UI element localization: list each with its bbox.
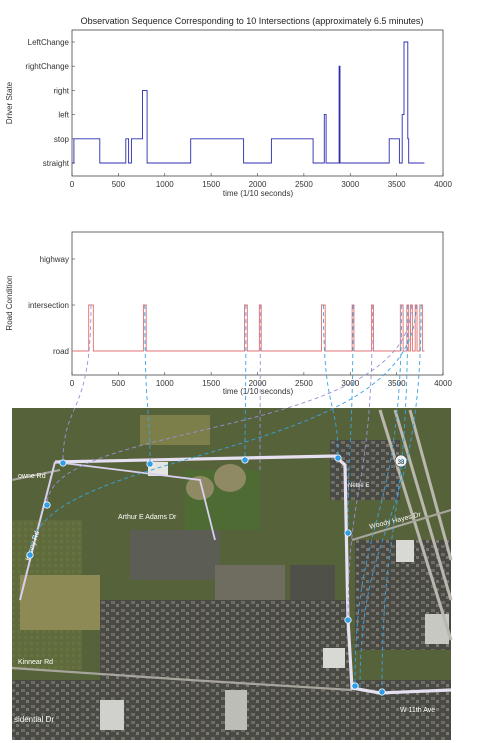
plot-frame [71, 231, 444, 376]
driver-state-chart: Observation Sequence Corresponding to 10… [5, 16, 452, 198]
street-label: Nettie E [348, 483, 369, 489]
connector-line [46, 304, 412, 506]
street-label: sidential Dr [14, 715, 54, 724]
x-tick-label: 0 [70, 180, 75, 189]
x-tick-label: 3000 [341, 379, 359, 388]
road [11, 666, 353, 692]
buildings [330, 440, 400, 500]
x-axis-label: time (1/10 seconds) [223, 189, 294, 198]
y-axis-label: Driver State [5, 81, 14, 124]
x-tick-labels: 0 500 1000 1500 2000 2500 3000 3500 4000 [70, 180, 453, 189]
y-tick-label: road [53, 347, 69, 356]
x-tick-label: 1000 [156, 180, 174, 189]
x-tick-labels: 0 500 1000 1500 2000 2500 3000 3500 4000 [70, 379, 453, 388]
farm-field [140, 415, 210, 445]
highway [378, 409, 453, 641]
aerial-map: 33 owne Rd Arthur E Adams Dr Kenny Rd Ki… [11, 408, 453, 740]
x-tick-label: 2000 [249, 180, 267, 189]
route-curve [54, 461, 216, 541]
street-label: owne Rd [18, 473, 46, 480]
y-tick-label: rightChange [25, 62, 69, 71]
highway-shield-label: 33 [398, 460, 405, 466]
y-tick-label: highway [40, 255, 69, 264]
building [323, 648, 345, 668]
connector-line [144, 304, 151, 465]
x-axis-label: time (1/10 seconds) [223, 387, 294, 396]
connector-line [244, 304, 247, 461]
y-tick-label: stop [54, 135, 70, 144]
connector-line [62, 304, 92, 464]
connector-line [381, 304, 409, 693]
x-tick-label: 3500 [388, 379, 406, 388]
x-tick-label: 3000 [341, 180, 359, 189]
connector-line [359, 304, 422, 691]
location-marker [26, 551, 34, 559]
intersection-connectors [29, 304, 422, 693]
building [396, 540, 414, 562]
connector-line [347, 304, 354, 534]
street-label: W 11th Ave [400, 707, 435, 714]
x-tick-label: 4000 [434, 180, 452, 189]
x-tick-label: 1500 [202, 180, 220, 189]
y-axis-label: Road Condition [5, 275, 14, 330]
building [225, 690, 247, 730]
farm-field [20, 575, 100, 630]
route-left [19, 461, 56, 601]
buildings [100, 600, 350, 690]
x-tick-label: 500 [112, 379, 126, 388]
x-tick-label: 3500 [388, 180, 406, 189]
ball-field [186, 476, 214, 500]
x-tick-label: 0 [70, 379, 75, 388]
y-tick-labels: road intersection highway [28, 255, 69, 356]
x-tick-label: 1500 [202, 379, 220, 388]
road-condition-chart: road intersection highway 0 500 1000 1500 2000… [5, 231, 453, 396]
connector-line [322, 304, 339, 459]
plot-frame [71, 29, 444, 177]
x-tick-label: 2500 [295, 180, 313, 189]
street-label: Arthur E Adams Dr [118, 514, 177, 521]
building [100, 700, 124, 730]
y-tick-label: left [58, 111, 69, 120]
connector-line [354, 304, 403, 687]
x-tick-label: 2500 [295, 379, 313, 388]
connector-line [29, 304, 417, 556]
x-tick-label: 2000 [249, 379, 267, 388]
ball-field [214, 464, 246, 492]
y-tick-label: LeftChange [28, 38, 70, 47]
x-tick-label: 500 [112, 180, 126, 189]
tick-marks [71, 41, 444, 176]
road [351, 508, 452, 542]
parking-lot [130, 530, 220, 580]
x-tick-label: 1000 [156, 379, 174, 388]
x-tick-label: 4000 [434, 379, 452, 388]
driver-state-series [72, 41, 425, 164]
y-tick-labels: straight stop left right rightChange LeftChan… [25, 38, 69, 168]
y-tick-label: right [53, 86, 69, 95]
y-tick-label: intersection [28, 301, 69, 310]
road-condition-series [72, 304, 425, 352]
y-tick-label: straight [43, 159, 70, 168]
street-label: Kinnear Rd [18, 659, 53, 666]
chart-title: Observation Sequence Corresponding to 10… [81, 16, 424, 26]
